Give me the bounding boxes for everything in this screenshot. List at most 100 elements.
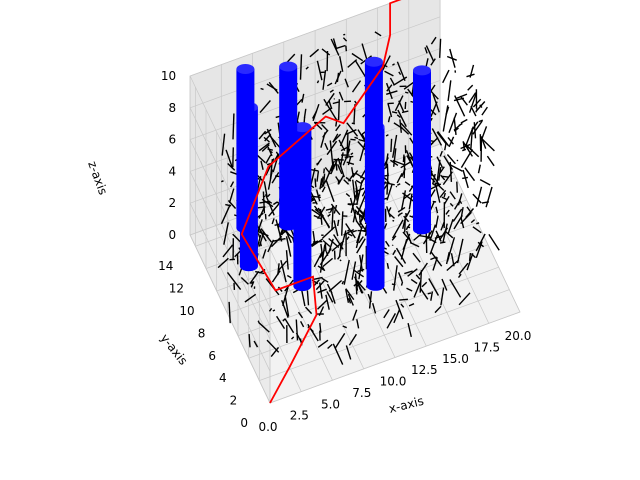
roadmap-segment: [387, 103, 393, 118]
roadmap-segment: [456, 181, 458, 193]
roadmap-segment: [271, 172, 280, 184]
roadmap-segment: [324, 142, 329, 151]
roadmap-segment: [407, 323, 412, 338]
roadmap-segment: [322, 239, 331, 248]
obstacle-body: [236, 69, 255, 228]
roadmap-segment: [400, 190, 407, 211]
roadmap-segment: [386, 184, 393, 201]
roadmap-segment: [391, 111, 398, 114]
roadmap-segment: [339, 56, 344, 72]
roadmap-segment: [268, 81, 279, 94]
roadmap-segment: [409, 241, 420, 248]
z-tick-label: 10: [161, 69, 176, 83]
roadmap-segment: [266, 339, 280, 353]
roadmap-segment: [438, 227, 449, 241]
roadmap-segment: [397, 272, 403, 283]
roadmap-segment: [446, 237, 456, 262]
roadmap-segment: [453, 124, 461, 131]
roadmap-segment: [329, 140, 334, 165]
roadmap-segment: [413, 280, 422, 298]
roadmap-segment: [439, 38, 442, 58]
roadmap-segment: [469, 64, 475, 78]
roadmap-segment: [345, 193, 351, 198]
roadmap-segment: [284, 318, 295, 334]
roadmap-segment: [317, 288, 327, 294]
roadmap-segment: [262, 195, 266, 198]
roadmap-segment: [447, 80, 452, 102]
roadmap-segment: [347, 293, 354, 306]
roadmap-segment: [284, 295, 290, 317]
roadmap-segment: [446, 154, 456, 165]
roadmap-segment: [352, 179, 356, 200]
roadmap-segment: [449, 202, 454, 207]
roadmap-segment: [425, 231, 428, 254]
roadmap-segment: [275, 219, 283, 242]
roadmap-segment: [457, 193, 463, 206]
roadmap-segment: [277, 263, 280, 276]
roadmap-segment: [240, 276, 249, 285]
roadmap-segment: [459, 95, 468, 106]
roadmap-segment: [367, 293, 372, 303]
roadmap-segment: [359, 141, 366, 162]
roadmap-segment: [316, 60, 323, 81]
roadmap-segment: [324, 242, 327, 252]
roadmap-segment: [430, 291, 434, 301]
roadmap-segment: [356, 319, 360, 329]
roadmap-segment: [345, 176, 352, 182]
roadmap-segment: [372, 303, 377, 314]
roadmap-segment: [400, 303, 405, 308]
roadmap-segment: [486, 155, 495, 167]
roadmap-segment: [346, 161, 355, 165]
y-tick-label: 12: [169, 282, 184, 296]
roadmap-segment: [268, 203, 280, 217]
roadmap-segment: [477, 164, 481, 174]
obstacle-top: [364, 56, 383, 67]
roadmap-segment: [342, 37, 348, 42]
roadmap-segment: [397, 109, 407, 128]
roadmap-segment: [385, 240, 390, 247]
roadmap-segment: [354, 278, 366, 291]
roadmap-segment: [402, 192, 415, 203]
roadmap-segment: [395, 299, 404, 320]
roadmap-segment: [396, 172, 403, 184]
roadmap-segment: [347, 229, 350, 232]
roadmap-segment: [440, 221, 445, 231]
roadmap-segment: [321, 266, 326, 272]
roadmap-segment: [265, 154, 272, 164]
roadmap-segment: [355, 172, 367, 181]
roadmap-segment: [392, 249, 397, 256]
roadmap-segment: [347, 156, 352, 166]
roadmap-segment: [432, 93, 440, 113]
roadmap-segment: [441, 196, 447, 201]
roadmap-segment: [337, 255, 341, 260]
roadmap-segment: [227, 200, 237, 209]
roadmap-segment: [449, 279, 462, 298]
roadmap-segment: [354, 136, 359, 140]
roadmap-segment: [326, 291, 334, 303]
roadmap-segment: [270, 346, 280, 358]
y-axis-label: y-axis: [158, 331, 191, 367]
roadmap-segment: [250, 281, 255, 288]
roadmap-segment: [321, 186, 326, 193]
roadmap-segment: [387, 207, 392, 213]
roadmap-segment: [403, 81, 415, 90]
roadmap-segment: [336, 164, 343, 175]
planned-path: [240, 0, 402, 404]
roadmap-segment: [391, 283, 396, 286]
obstacle-bottom: [236, 223, 255, 233]
roadmap-segment: [436, 131, 447, 145]
roadmap-segment: [462, 141, 466, 150]
roadmap-segment: [427, 292, 432, 295]
tick-labels: 0.02.55.07.510.012.515.017.520.002468101…: [158, 69, 531, 434]
roadmap-segment: [383, 197, 389, 200]
roadmap-segment: [351, 52, 364, 62]
roadmap-segment: [389, 77, 395, 86]
roadmap-segment: [476, 222, 480, 225]
roadmap-segment: [481, 126, 488, 139]
roadmap-segment: [403, 192, 411, 200]
obstacle-body: [293, 127, 312, 287]
roadmap-segment: [332, 101, 339, 105]
roadmap-segment: [435, 230, 442, 242]
roadmap-segment: [342, 148, 351, 166]
